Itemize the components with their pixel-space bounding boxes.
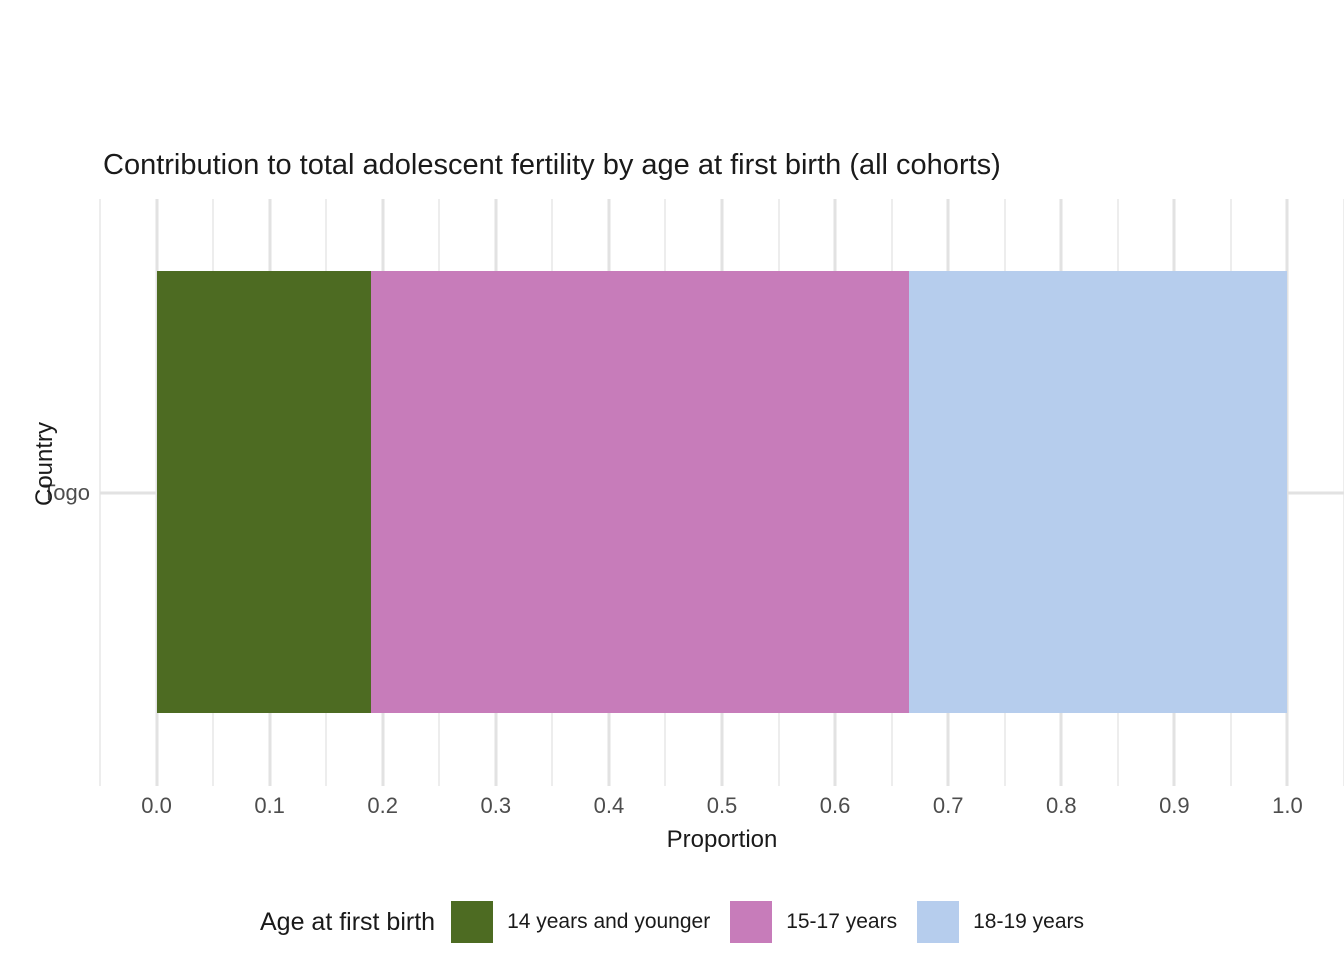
x-tick-label: 0.5 (706, 793, 738, 818)
bar-segment-15-17-years (371, 271, 909, 713)
legend-item-15-17-years: 15-17 years (730, 901, 897, 943)
plot-panel (99, 199, 1344, 786)
legend-item-18-19-years: 18-19 years (917, 901, 1084, 943)
x-tick-label: 0.8 (1045, 793, 1077, 818)
plot-title: Contribution to total adolescent fertili… (103, 149, 1001, 181)
x-tick-label: 0.4 (593, 793, 625, 818)
x-tick-label: 0.7 (932, 793, 964, 818)
bar-segment-14-years-and-younger (156, 271, 372, 713)
x-tick-label: 1.0 (1272, 793, 1303, 818)
x-tick-label: 0.1 (254, 793, 285, 818)
legend-item-label: 15-17 years (786, 910, 898, 933)
y-tick-label-togo: Togo (42, 480, 90, 505)
legend-item-14-years-and-younger: 14 years and younger (451, 901, 710, 943)
legend-swatch-icon (917, 901, 960, 943)
gridline-major-x (1285, 199, 1289, 786)
legend-swatch-icon (451, 901, 494, 943)
y-axis-title: Country (31, 421, 59, 506)
bar-segment-18-19-years (908, 271, 1288, 713)
legend-title: Age at first birth (259, 907, 436, 936)
legend-swatch-icon (730, 901, 773, 943)
x-tick-label: 0.9 (1159, 793, 1190, 818)
x-axis-ticks: 0.0 0.1 0.2 0.3 0.4 0.5 0.6 0.7 0.8 0.9 1.0 (100, 793, 1344, 821)
x-tick-label: 0.6 (819, 793, 851, 818)
bar-togo (100, 271, 1344, 713)
legend-item-label: 18-19 years (973, 910, 1085, 933)
x-axis-title: Proportion (666, 826, 778, 853)
x-tick-label: 0.2 (367, 793, 399, 818)
legend-item-label: 14 years and younger (507, 910, 711, 933)
legend: Age at first birth 14 years and younger 1… (0, 897, 1344, 947)
x-tick-label: 0.0 (141, 793, 172, 818)
x-tick-label: 0.3 (480, 793, 512, 818)
